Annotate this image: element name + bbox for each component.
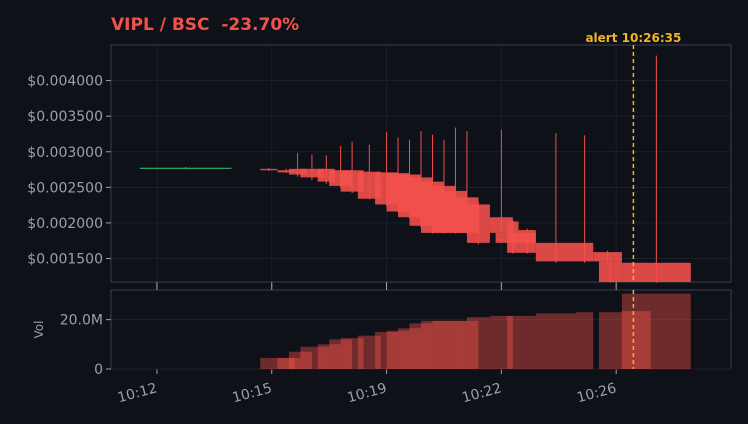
volume-bar: [598, 312, 622, 369]
volume-bar: [443, 320, 467, 369]
chart-title: VIPL / BSC -23.70%: [111, 15, 300, 35]
candle-body: [357, 171, 381, 199]
candle-body: [507, 221, 519, 253]
volume-bar: [317, 344, 341, 369]
time-tick-label: 10:12: [116, 380, 159, 406]
price-tick-label: $0.003500: [27, 109, 103, 125]
price-tick-label: $0.004000: [27, 74, 103, 90]
volume-bar: [432, 320, 456, 369]
time-tick-label: 10:15: [231, 380, 274, 406]
volume-bar: [300, 346, 330, 369]
volume-bar: [340, 338, 364, 369]
volume-bar: [329, 339, 353, 369]
price-tick-label: $0.002500: [27, 180, 103, 196]
time-tick-label: 10:22: [460, 380, 503, 406]
candle-body: [598, 261, 622, 282]
candle-body: [277, 170, 295, 173]
volume-bar: [375, 331, 399, 369]
volume-bar: [621, 293, 691, 369]
volume-bar: [421, 320, 444, 369]
volume-bar: [466, 317, 490, 369]
volume-bar: [288, 351, 312, 369]
candle-body: [260, 168, 278, 171]
volume-bar: [489, 315, 513, 369]
price-tick-label: $0.003000: [27, 145, 103, 161]
candle-body: [576, 242, 594, 262]
volume-tick-label: 20.0M: [60, 313, 103, 329]
price-panel-frame: [110, 44, 732, 283]
volume-tick-label: 0: [94, 362, 103, 378]
volume-bar: [260, 357, 295, 369]
candle-body: [621, 262, 691, 282]
volume-axis-label: Vol: [32, 321, 46, 339]
candle-body: [593, 252, 622, 262]
volume-bar: [621, 310, 651, 369]
alert-label: alert 10:26:35: [585, 31, 681, 45]
volume-bar: [386, 330, 410, 369]
candle-body: [288, 168, 307, 175]
time-tick-label: 10:19: [345, 380, 388, 406]
volume-bar: [409, 323, 433, 369]
price-tick-label: $0.001500: [27, 252, 103, 268]
volume-bar: [398, 328, 421, 369]
candle-body: [518, 230, 536, 253]
volume-bar: [507, 315, 536, 369]
candle-body: [466, 204, 490, 243]
price-tick-label: $0.002000: [27, 216, 103, 232]
time-tick-label: 10:26: [575, 380, 618, 406]
volume-bar: [576, 312, 594, 369]
candle-body: [300, 168, 324, 178]
volume-bar: [455, 320, 479, 369]
volume-bar: [277, 357, 301, 369]
candle-body: [535, 242, 576, 262]
volume-bar: [535, 313, 576, 369]
volume-bar: [357, 335, 381, 369]
candle-body: [139, 167, 232, 169]
